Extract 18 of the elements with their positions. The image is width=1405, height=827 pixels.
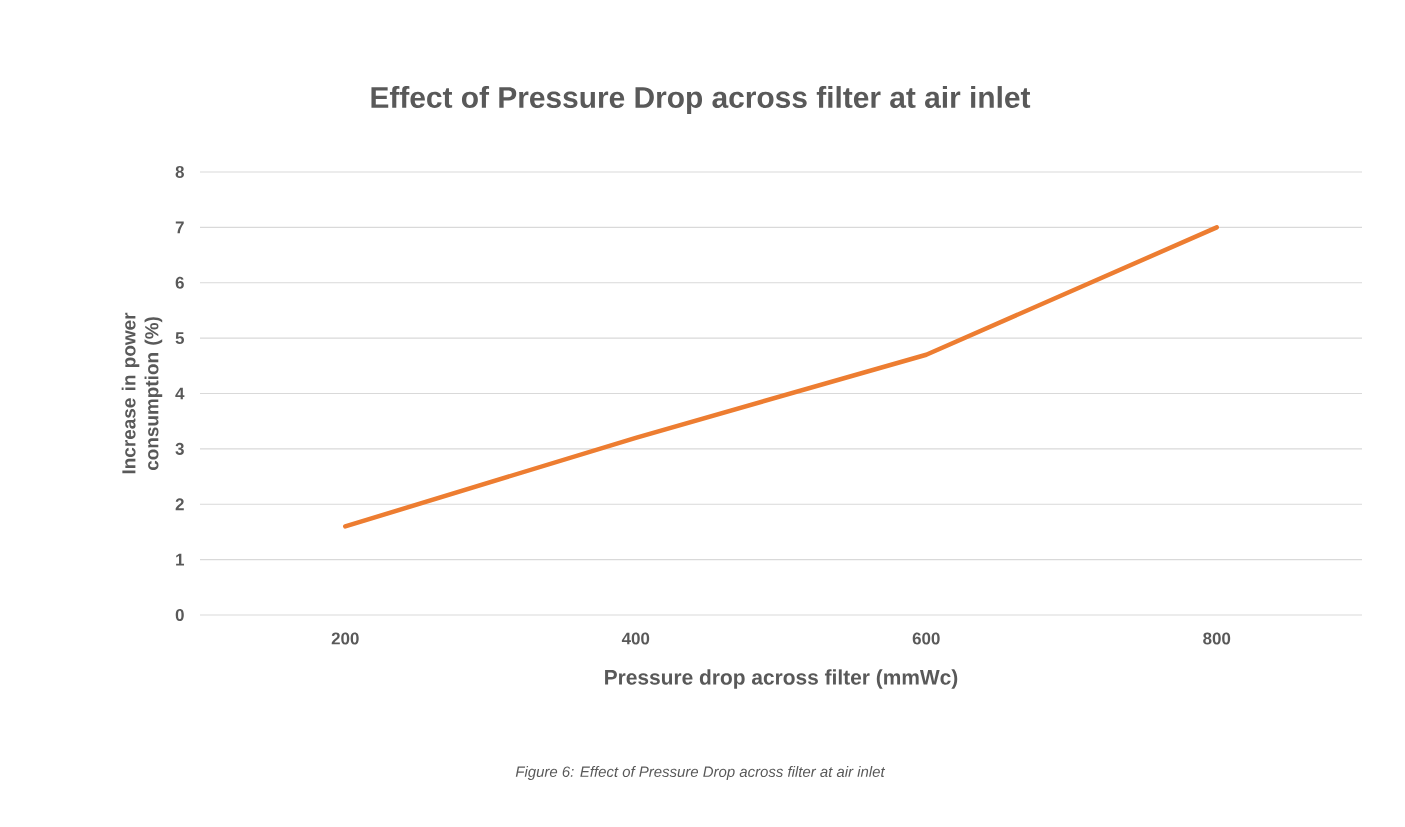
x-tick-label: 200 [331,632,359,645]
y-tick-label: 4 [175,387,185,400]
y-tick-label: 2 [175,498,184,511]
y-tick-label: 5 [175,332,185,345]
y-tick-label: 1 [176,553,185,566]
line-series [343,225,1219,529]
x-tick-label: 800 [1203,632,1231,645]
x-tick-label: 400 [621,632,650,645]
y-tick-label: 0 [175,609,184,621]
y-tick-label: 3 [175,442,184,455]
x-axis-title: Pressure drop across filter (mmWc) [605,669,958,689]
caption: Figure 6: Effect of Pressure Drop across filter at air inlet [515,766,886,780]
chart-title: Effect of Pressure Drop across filter at air inlet [371,86,1031,114]
y-tick-label: 6 [175,276,184,289]
y-axis-title: Increase in power consumption (%) [121,312,163,474]
y-tick-label: 8 [175,165,184,178]
x-tick-label: 600 [912,632,940,645]
y-tick-label: 7 [175,221,184,234]
